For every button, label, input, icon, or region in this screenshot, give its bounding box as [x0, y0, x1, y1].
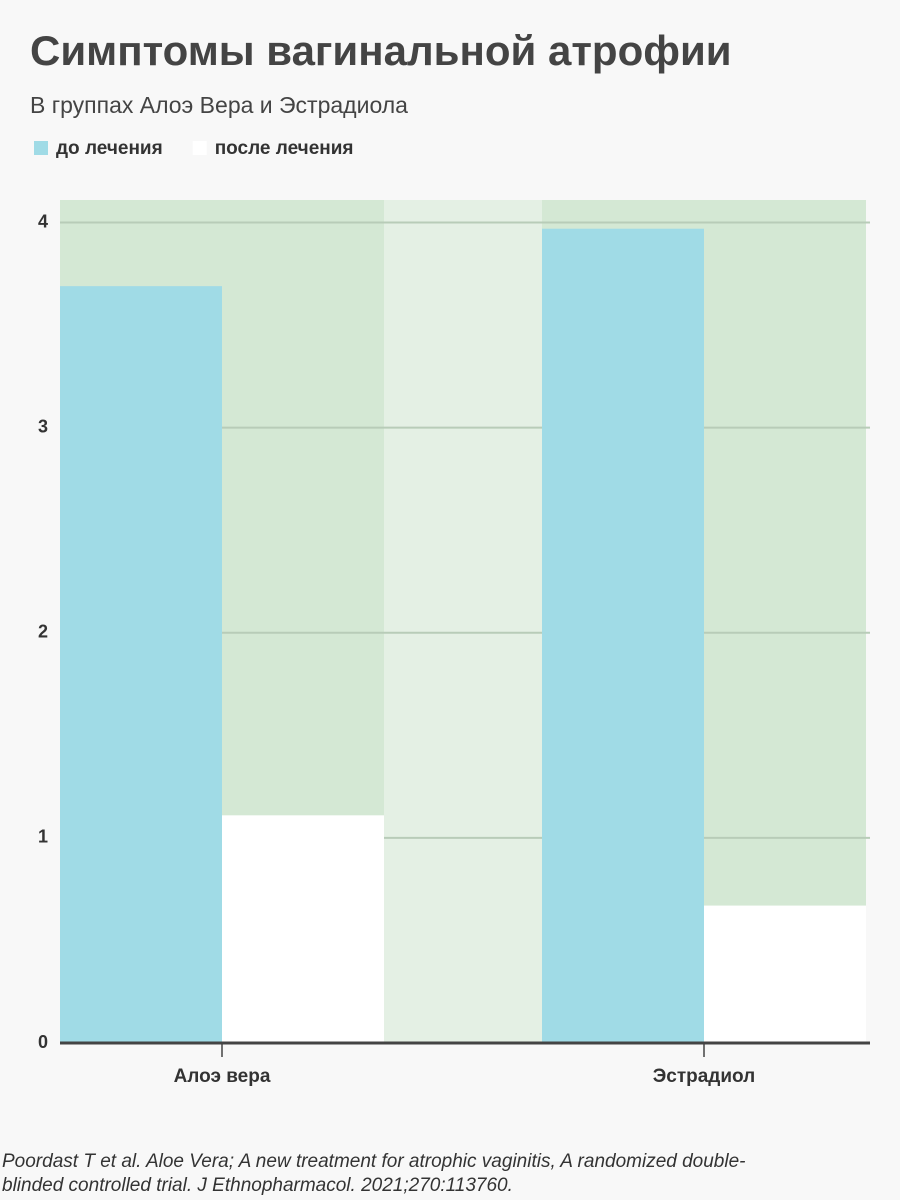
source: Poordast T et al. Aloe Vera; A new treat… — [2, 1151, 746, 1196]
bar — [704, 905, 866, 1043]
chart: Симптомы вагинальной атрофии В группах А… — [30, 27, 870, 1087]
legend-swatch — [192, 141, 207, 155]
x-tick-label: Эстрадиол — [653, 1066, 756, 1087]
legend-label: после лечения — [215, 138, 354, 159]
x-tick-label: Алоэ вера — [174, 1066, 271, 1087]
y-tick-label: 0 — [38, 1032, 48, 1052]
chart-title: Симптомы вагинальной атрофии — [30, 27, 732, 74]
y-tick-label: 3 — [38, 416, 48, 436]
legend-swatch — [34, 141, 48, 155]
bar — [60, 286, 222, 1043]
plot-band — [384, 200, 542, 1043]
legend-label: до лечения — [56, 138, 163, 159]
y-tick-label: 4 — [38, 211, 48, 231]
bar — [222, 815, 384, 1043]
y-tick-label: 2 — [38, 622, 48, 642]
y-tick-label: 1 — [38, 827, 48, 847]
chart-subtitle: В группах Алоэ Вера и Эстрадиола — [30, 92, 408, 118]
bar — [542, 228, 704, 1043]
